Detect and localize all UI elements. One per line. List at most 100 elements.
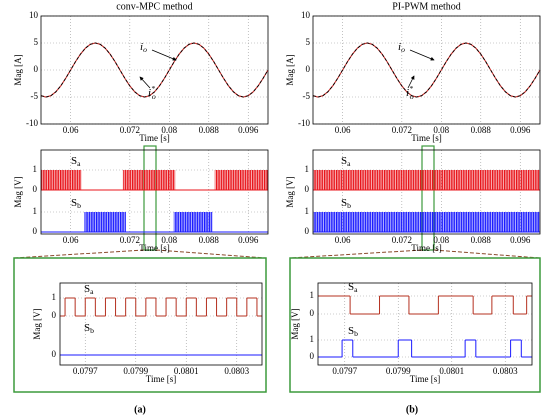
y-tick-label: -5 <box>31 91 39 101</box>
series-label-base: i <box>140 41 143 53</box>
x-tick-label: 0.088 <box>471 235 492 245</box>
zoom-highlight <box>143 145 157 251</box>
chart-title: PI-PWM method <box>392 1 461 12</box>
y-tick-label: 10 <box>29 10 39 20</box>
y-tick-label: 10 <box>301 10 311 20</box>
y-axis-label: Mag [V] <box>13 176 23 207</box>
plot-frame <box>312 149 541 235</box>
annotation-arrow <box>151 49 177 61</box>
track-label-base: S <box>84 283 90 295</box>
x-axis-label: Time [s] <box>411 133 441 143</box>
annotation-arrow <box>409 49 435 61</box>
zoom-connector <box>155 249 267 259</box>
x-tick-label: 0.08 <box>161 125 177 135</box>
plot-frame <box>59 282 263 366</box>
y-tick-label: 1 <box>305 206 310 216</box>
x-tick-label: 0.06 <box>63 125 79 135</box>
x-tick-label: 0.088 <box>471 125 492 135</box>
y-axis-label: Mag [V] <box>290 308 300 339</box>
plot-frame <box>40 149 269 235</box>
track-label-base: S <box>71 197 77 209</box>
y-axis-label: Mag [V] <box>285 176 295 207</box>
x-tick-label: 0.08 <box>433 235 449 245</box>
track-label-sub: b <box>90 326 94 335</box>
x-tick-label: 0.072 <box>120 235 140 245</box>
track-label: Sb <box>348 325 358 338</box>
y-tick-label: 1 <box>305 164 310 174</box>
series-label-sub: o <box>401 45 405 54</box>
chart-title: conv-MPC method <box>116 1 192 12</box>
x-axis-label: Time [s] <box>146 374 176 384</box>
x-tick-label: 0.088 <box>199 125 220 135</box>
y-tick-label: 1 <box>52 292 57 302</box>
y-tick-label: 0 <box>52 310 57 320</box>
y-tick-label: 0 <box>33 184 38 194</box>
pulse-burst <box>122 170 176 190</box>
x-tick-label: 0.08 <box>161 235 177 245</box>
series-label-base: i <box>398 41 401 53</box>
series-label-sub: o <box>143 45 147 54</box>
x-tick-label: 0.088 <box>199 235 220 245</box>
y-tick-label: 5 <box>34 37 39 47</box>
y-tick-label: 0 <box>306 64 311 74</box>
x-tick-label: 0.072 <box>392 235 412 245</box>
x-tick-label: 0.096 <box>238 125 259 135</box>
y-tick-label: 1 <box>33 164 38 174</box>
series-line <box>312 42 541 98</box>
track-label-base: S <box>348 281 354 293</box>
zoom-box <box>13 257 267 393</box>
y-tick-label: -10 <box>26 118 38 128</box>
track-label-sub: a <box>77 159 81 168</box>
series-label-sup: * <box>409 84 413 93</box>
zoom-connector <box>13 249 145 259</box>
track-label-sub: b <box>354 329 358 338</box>
x-tick-label: 0.096 <box>510 125 531 135</box>
x-tick-label: 0.0799 <box>123 366 148 376</box>
track-label-base: S <box>341 197 347 209</box>
track-label: Sb <box>71 197 81 210</box>
series-label: io <box>140 41 147 54</box>
series-label-base: i <box>406 87 409 99</box>
track-label-sub: b <box>347 201 351 210</box>
x-axis-label: Time [s] <box>139 133 169 143</box>
track-label-base: S <box>348 325 354 337</box>
plot-frame <box>40 15 269 125</box>
track-label-base: S <box>84 322 90 334</box>
y-tick-label: 0 <box>305 226 310 236</box>
track-label-sub: a <box>354 285 358 294</box>
x-tick-label: 0.0803 <box>224 366 249 376</box>
track-label: Sa <box>348 281 358 294</box>
series-line <box>40 42 269 98</box>
annotation-arrow <box>407 75 415 89</box>
y-tick-label: 5 <box>306 37 311 47</box>
annotation-arrow <box>139 76 151 89</box>
x-tick-label: 0.072 <box>392 125 412 135</box>
track-label-base: S <box>341 155 347 167</box>
x-tick-label: 0.0801 <box>174 366 199 376</box>
track-label: Sa <box>71 155 81 168</box>
track-label: Sa <box>84 283 94 296</box>
track-label-sub: a <box>90 287 94 296</box>
x-tick-label: 0.096 <box>510 235 531 245</box>
pulse-burst <box>173 212 213 232</box>
zoom-box <box>289 257 541 393</box>
zoom-highlight <box>421 145 435 251</box>
track-label: Sb <box>341 197 351 210</box>
caption: (b) <box>406 404 418 415</box>
x-tick-label: 0.0797 <box>332 366 357 376</box>
x-tick-label: 0.0799 <box>386 366 411 376</box>
x-tick-label: 0.0797 <box>73 366 98 376</box>
track-label-base: S <box>71 155 77 167</box>
y-tick-label: 0 <box>310 308 315 318</box>
x-tick-label: 0.0803 <box>493 366 518 376</box>
track-label-sub: b <box>77 201 81 210</box>
track-label-sub: a <box>347 159 351 168</box>
x-tick-label: 0.0801 <box>439 366 464 376</box>
pulse-burst <box>313 170 540 190</box>
x-axis-label: Time [s] <box>139 243 169 253</box>
x-tick-label: 0.06 <box>335 235 351 245</box>
track-label: Sa <box>341 155 351 168</box>
y-axis-label: Mag [V] <box>32 308 42 339</box>
pulse-burst <box>41 170 82 190</box>
